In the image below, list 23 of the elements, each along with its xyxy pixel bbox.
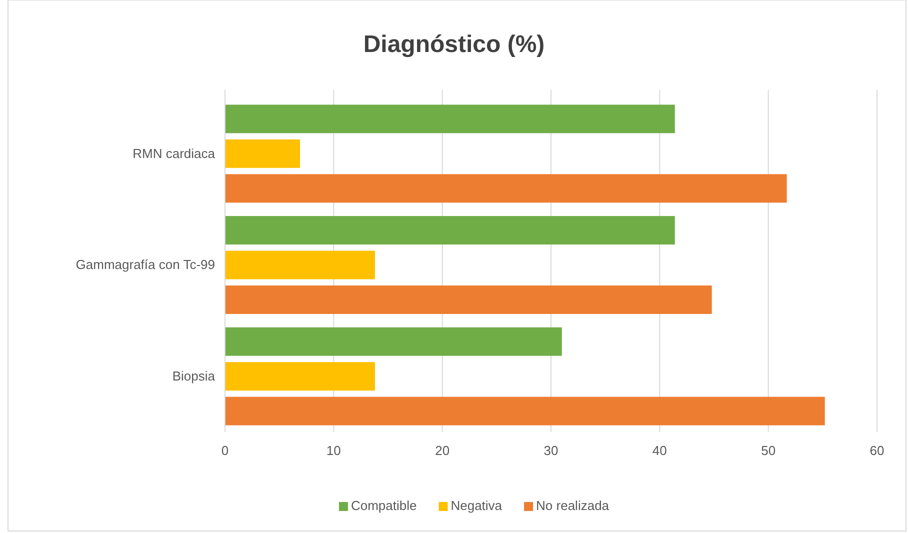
bar — [225, 250, 375, 280]
x-tick-label: 0 — [221, 443, 229, 458]
y-tick-label: RMN cardiaca — [132, 146, 216, 161]
bar — [225, 396, 825, 426]
x-tick-label: 20 — [435, 443, 450, 458]
x-tick-label: 30 — [544, 443, 558, 458]
bar — [225, 362, 375, 391]
bar — [225, 286, 712, 314]
bar — [225, 327, 562, 356]
bar — [225, 104, 675, 134]
x-tick-label: 50 — [761, 443, 776, 458]
x-tick-label: 10 — [326, 443, 341, 458]
bar — [225, 139, 300, 168]
legend-label: No realizada — [536, 498, 610, 513]
x-tick-label: 60 — [870, 443, 884, 458]
legend-label: Negativa — [450, 498, 503, 513]
chart-title: Diagnóstico (%) — [363, 31, 545, 58]
bar — [225, 216, 675, 244]
y-tick-label: Gammagrafía con Tc-99 — [76, 257, 215, 272]
legend-label: Compatible — [350, 498, 417, 513]
bar — [225, 174, 787, 203]
y-tick-label: Biopsia — [172, 368, 216, 384]
x-tick-label: 40 — [652, 443, 667, 458]
